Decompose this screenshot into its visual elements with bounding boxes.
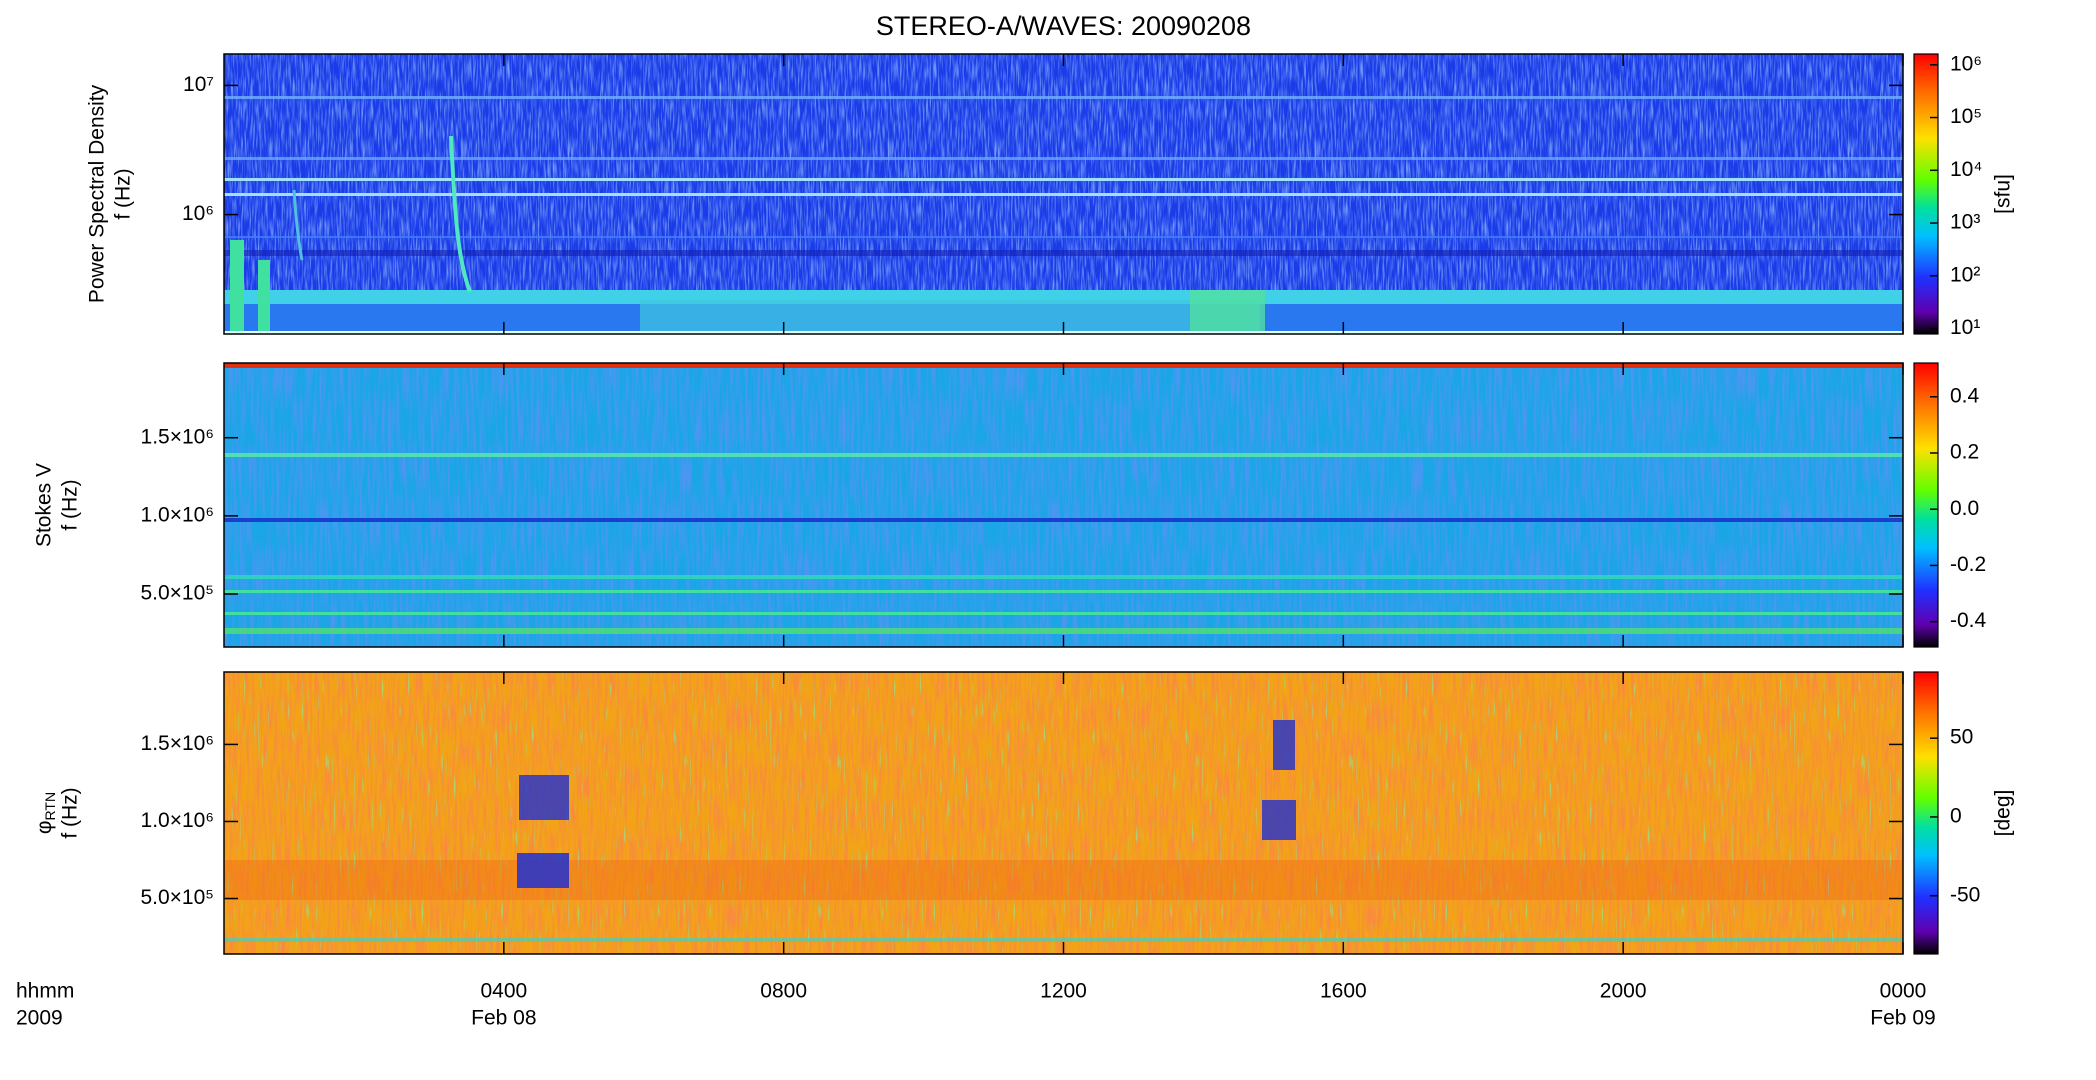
y-axis-label: f (Hz) bbox=[112, 168, 135, 219]
colorbar-tick-label: 10⁵ bbox=[1950, 105, 1982, 128]
y-axis-label: f (Hz) bbox=[59, 787, 82, 838]
x-date-label: Feb 08 bbox=[471, 1007, 536, 1030]
spectrogram-image bbox=[224, 672, 1903, 954]
colorbar-label: [deg] bbox=[1992, 790, 2015, 837]
x-tick-label: 0400 bbox=[480, 980, 527, 1003]
x-axis-caption: 2009 bbox=[16, 1007, 63, 1030]
y-tick-label: 10⁶ bbox=[182, 202, 214, 225]
y-tick-label: 1.0×10⁶ bbox=[141, 809, 214, 832]
colorbar bbox=[1913, 362, 1939, 648]
y-tick-label: 1.0×10⁶ bbox=[141, 503, 214, 526]
y-tick-label: 10⁷ bbox=[183, 73, 214, 96]
y-tick-label: 5.0×10⁵ bbox=[140, 582, 214, 605]
colorbar bbox=[1913, 53, 1939, 335]
x-tick-label: 2000 bbox=[1600, 980, 1647, 1003]
colorbar-tick-label: 10⁴ bbox=[1950, 158, 1982, 181]
colorbar-tick-label: -50 bbox=[1950, 883, 1980, 906]
spectrogram-image bbox=[224, 54, 1903, 334]
y-axis-label: Power Spectral Density bbox=[86, 84, 109, 303]
x-tick-label: 0800 bbox=[760, 980, 807, 1003]
colorbar-tick-label: -0.4 bbox=[1950, 609, 1987, 632]
y-axis-label: φRTN bbox=[33, 792, 58, 834]
y-tick-label: 1.5×10⁶ bbox=[141, 425, 214, 448]
y-axis-subscript: RTN bbox=[42, 792, 58, 821]
y-axis-label: Stokes V bbox=[33, 463, 56, 547]
chart-title: STEREO-A/WAVES: 20090208 bbox=[876, 11, 1251, 41]
y-tick-label: 1.5×10⁶ bbox=[141, 732, 214, 755]
colorbar-tick-label: -0.2 bbox=[1950, 553, 1986, 576]
spectrogram-image bbox=[224, 363, 1903, 647]
colorbar-tick-label: 0.0 bbox=[1950, 497, 1979, 520]
x-tick-label: 1600 bbox=[1320, 980, 1367, 1003]
y-tick-label: 5.0×10⁵ bbox=[140, 886, 214, 909]
x-axis-caption: hhmm bbox=[16, 980, 74, 1003]
x-date-label: Feb 09 bbox=[1870, 1007, 1935, 1030]
colorbar-tick-label: 10¹ bbox=[1950, 316, 1980, 339]
colorbar-tick-label: 0 bbox=[1950, 804, 1962, 827]
colorbar-tick-label: 10² bbox=[1950, 263, 1980, 286]
colorbar bbox=[1913, 671, 1939, 955]
x-tick-label: 0000 bbox=[1880, 980, 1927, 1003]
y-axis-symbol: φ bbox=[33, 820, 56, 834]
x-tick-label: 1200 bbox=[1040, 980, 1087, 1003]
y-axis-label: f (Hz) bbox=[59, 479, 82, 530]
colorbar-tick-label: 10³ bbox=[1950, 211, 1980, 234]
colorbar-tick-label: 50 bbox=[1950, 726, 1973, 749]
colorbar-tick-label: 10⁶ bbox=[1950, 52, 1982, 75]
colorbar-label: [sfu] bbox=[1992, 174, 2015, 214]
colorbar-tick-label: 0.4 bbox=[1950, 384, 1980, 407]
colorbar-tick-label: 0.2 bbox=[1950, 441, 1979, 464]
